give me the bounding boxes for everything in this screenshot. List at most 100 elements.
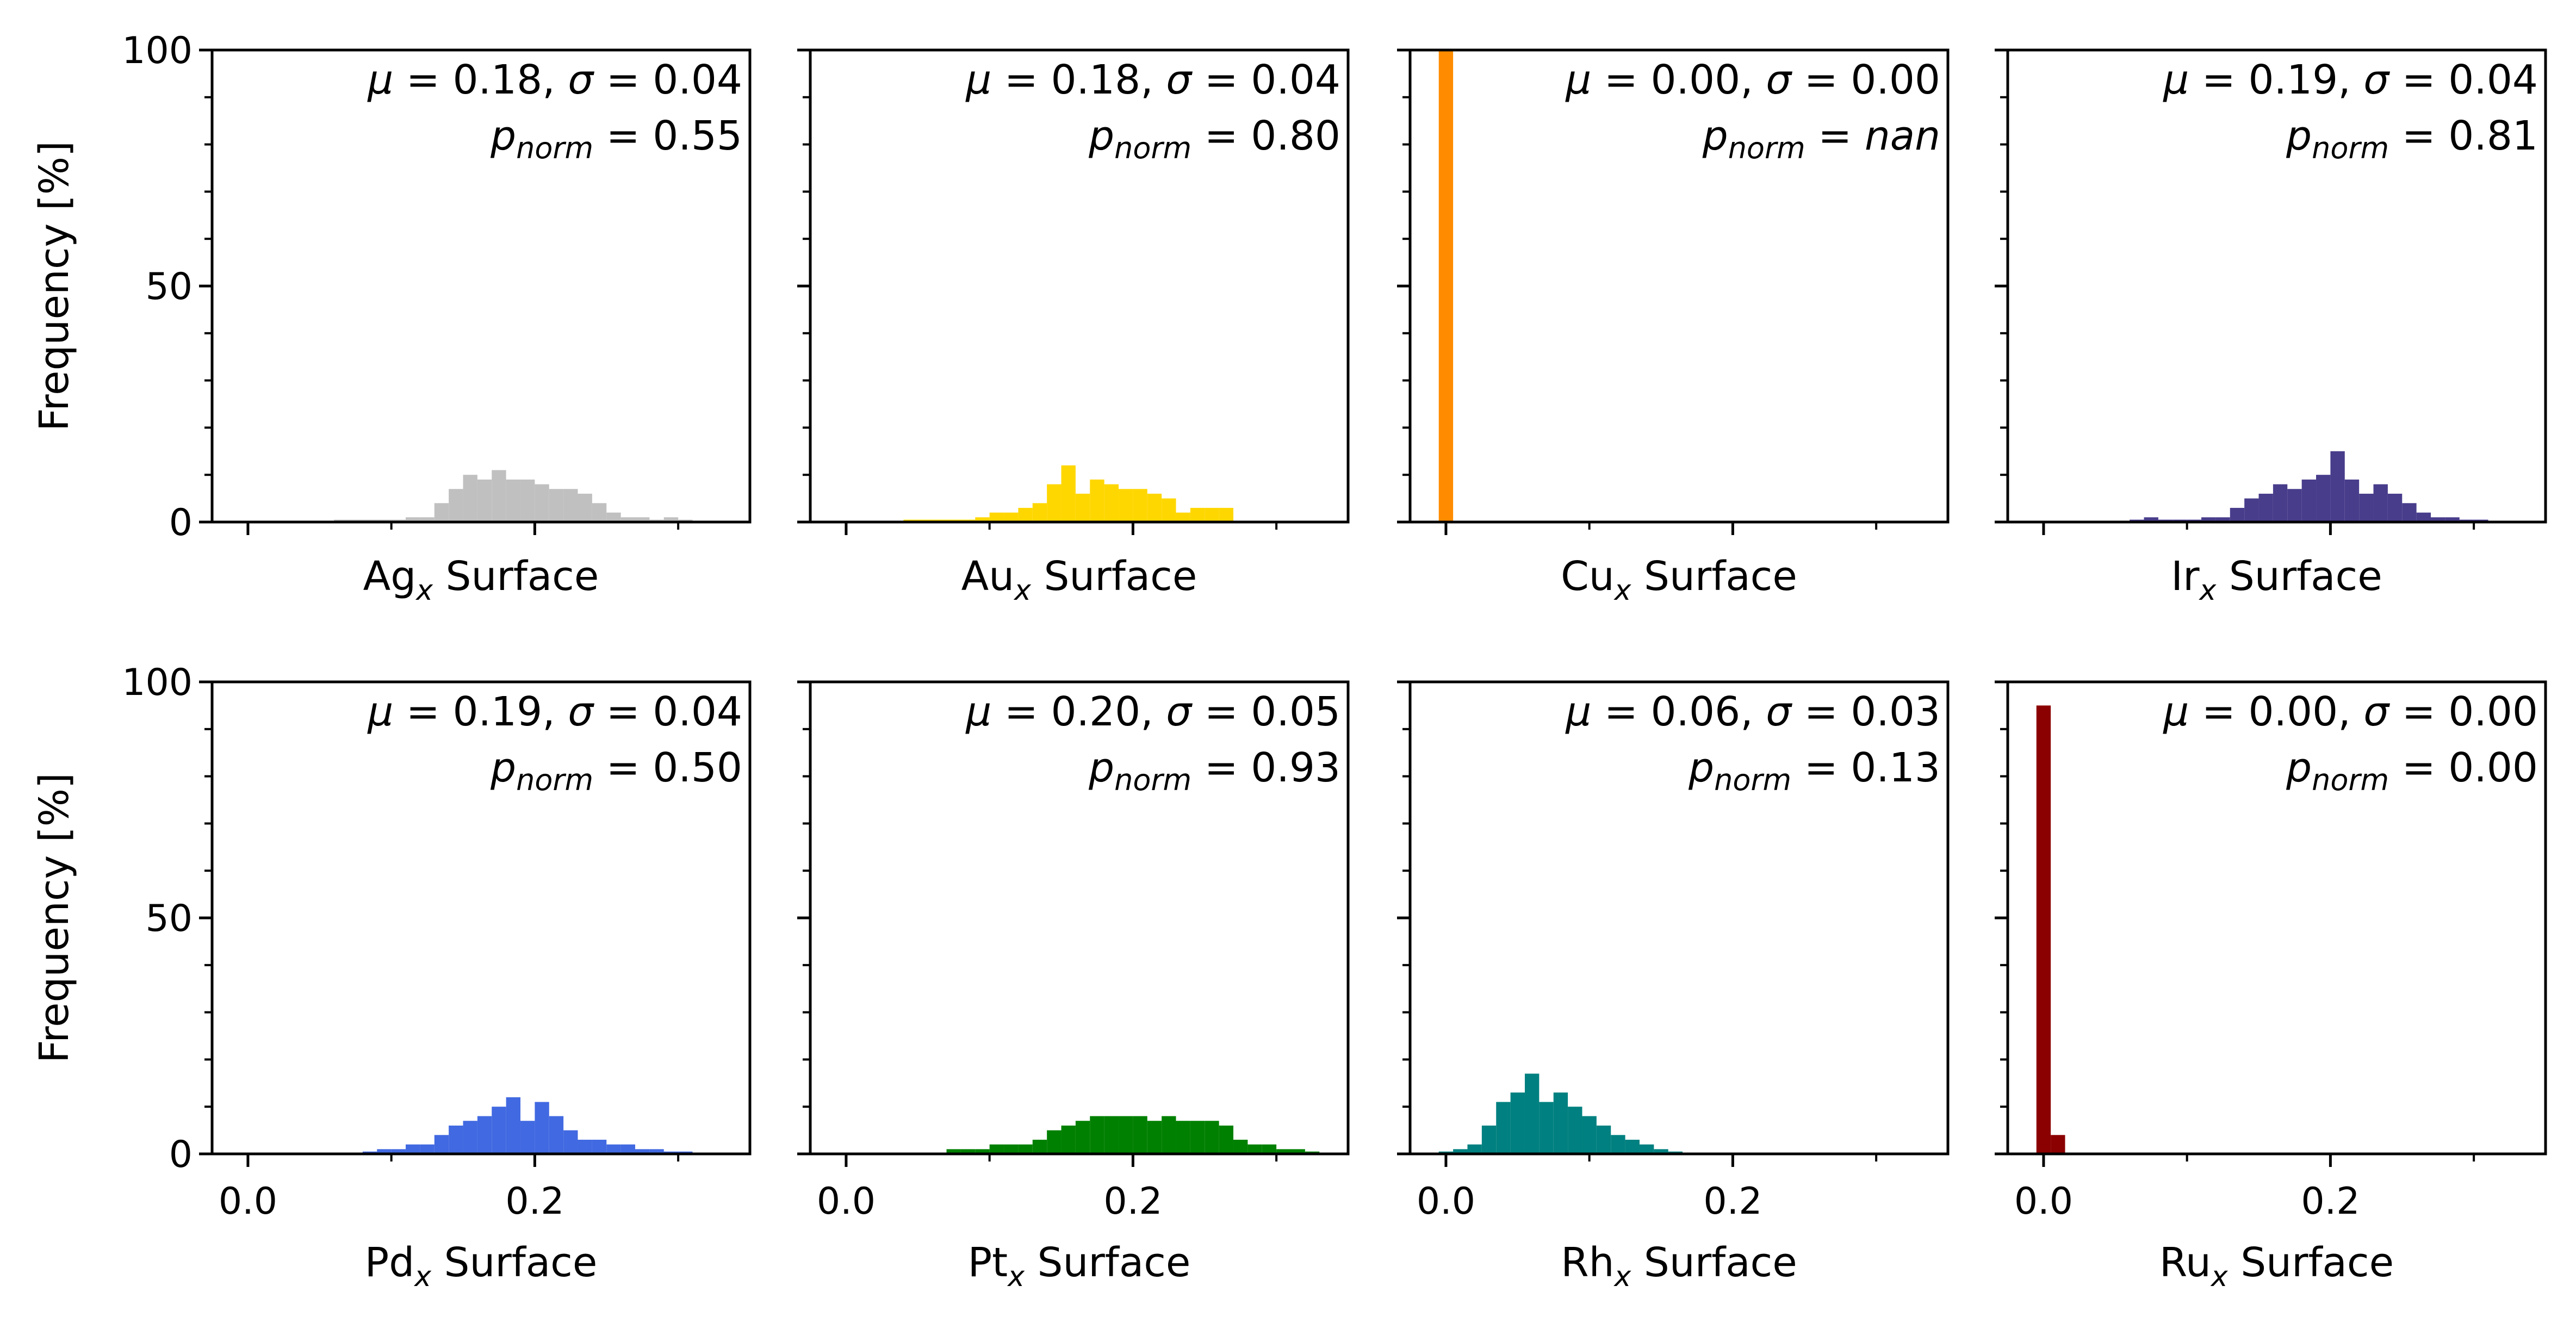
x-axis-suffix: Surface: [1631, 1239, 1797, 1286]
equals-sign: =: [1191, 57, 1251, 103]
sigma-value: 0.05: [1251, 688, 1340, 735]
histogram-bar: [2201, 517, 2216, 522]
histogram-bar: [1190, 1121, 1205, 1154]
p-norm-value: 0.13: [1851, 744, 1940, 791]
x-axis-label: Aux Surface: [961, 553, 1197, 607]
equals-sign: =: [1791, 688, 1851, 735]
p-norm-value: nan: [1865, 113, 1940, 159]
histogram-bar: [2273, 484, 2288, 522]
stats-mu-sigma: μ = 0.00, σ = 0.00: [2163, 688, 2538, 735]
mu-value: 0.00: [1650, 57, 1740, 103]
histogram-bar: [1061, 465, 1076, 522]
equals-sign: =: [991, 688, 1051, 735]
norm-subscript: norm: [1728, 131, 1805, 165]
histogram-bar: [1539, 1102, 1554, 1154]
histogram-bar: [1639, 1144, 1654, 1154]
stats-p-norm: pnorm = 0.80: [1088, 113, 1340, 165]
histogram-bar: [1133, 489, 1147, 522]
histogram-bar: [1467, 1144, 1482, 1154]
histogram-bar: [1004, 1144, 1019, 1154]
comma: ,: [1740, 688, 1766, 735]
equals-sign: =: [593, 744, 653, 791]
p-symbol: p: [1088, 113, 1114, 159]
p-symbol: p: [1702, 113, 1728, 159]
p-norm-value: 0.93: [1251, 744, 1340, 791]
p-symbol: p: [2286, 744, 2312, 791]
sigma-value: 0.04: [2448, 57, 2538, 103]
sigma-symbol: σ: [1166, 688, 1193, 735]
histogram-bar: [463, 1121, 477, 1154]
equals-sign: =: [1191, 688, 1251, 735]
stats-p-norm: pnorm = 0.55: [490, 113, 742, 165]
y-tick-label: 0: [169, 501, 193, 544]
sigma-value: 0.04: [653, 688, 742, 735]
mu-value: 0.19: [2248, 57, 2338, 103]
x-axis-subscript: x: [1013, 574, 1032, 607]
histogram-bar: [975, 517, 990, 522]
histogram-bar: [420, 517, 434, 522]
histogram-bar: [2215, 517, 2230, 522]
histogram-bar: [1247, 1144, 1262, 1154]
norm-subscript: norm: [2312, 131, 2389, 165]
histogram-bar: [1147, 1121, 1162, 1154]
stats-mu-sigma: μ = 0.00, σ = 0.00: [1565, 57, 1940, 103]
comma: ,: [2338, 688, 2363, 735]
p-norm-value: 0.80: [1251, 113, 1340, 159]
stats-mu-sigma: μ = 0.06, σ = 0.03: [1565, 688, 1940, 735]
sigma-value: 0.00: [2448, 688, 2538, 735]
histogram-bar: [2301, 479, 2317, 522]
equals-sign: =: [1591, 57, 1650, 103]
histogram-bar: [2051, 1135, 2065, 1154]
x-axis-subscript: x: [1007, 1260, 1025, 1293]
histogram-bar: [2387, 493, 2403, 522]
equals-sign: =: [593, 688, 653, 735]
histogram-bar: [1104, 1116, 1119, 1154]
x-axis-element: Pt: [968, 1239, 1008, 1286]
norm-subscript: norm: [516, 763, 593, 797]
histogram-bar: [1524, 1073, 1540, 1154]
sigma-value: 0.04: [653, 57, 742, 103]
histogram-bar: [549, 1116, 564, 1154]
x-axis-label: Pdx Surface: [365, 1239, 598, 1293]
histogram-bar: [592, 503, 607, 522]
histogram-bar: [377, 1149, 392, 1154]
x-tick-label: 0.0: [2014, 1180, 2073, 1223]
histogram-bar: [535, 484, 549, 522]
histogram-bar: [2287, 489, 2302, 522]
histogram-bar: [960, 1149, 976, 1154]
x-tick-label: 0.0: [817, 1180, 876, 1223]
p-symbol: p: [1088, 744, 1114, 791]
y-tick-label: 50: [145, 265, 193, 308]
histogram-bar: [1190, 507, 1205, 522]
mu-value: 0.20: [1051, 688, 1140, 735]
x-axis-subscript: x: [1613, 574, 1632, 607]
equals-sign: =: [1191, 744, 1251, 791]
sigma-value: 0.00: [1851, 57, 1940, 103]
histogram-bar: [463, 475, 477, 522]
x-tick-label: 0.2: [1703, 1180, 1762, 1223]
histogram-bar: [1453, 1149, 1468, 1154]
histogram-bar: [635, 1149, 650, 1154]
norm-subscript: norm: [1114, 763, 1191, 797]
stats-p-norm: pnorm = nan: [1702, 113, 1940, 165]
histogram-bar: [535, 1102, 549, 1154]
histogram-bar: [2431, 517, 2445, 522]
x-axis-subscript: x: [2199, 574, 2217, 607]
equals-sign: =: [2389, 113, 2448, 159]
histogram-bar: [2373, 484, 2388, 522]
histogram-bar: [1290, 1149, 1305, 1154]
histogram-bar: [1032, 503, 1047, 522]
mu-symbol: μ: [367, 688, 393, 735]
p-symbol: p: [490, 113, 516, 159]
stats-mu-sigma: μ = 0.18, σ = 0.04: [367, 57, 742, 103]
x-axis-suffix: Surface: [2228, 1239, 2394, 1286]
norm-subscript: norm: [516, 131, 593, 165]
stats-p-norm: pnorm = 0.13: [1688, 744, 1940, 797]
histogram-bar: [2316, 475, 2331, 522]
equals-sign: =: [1791, 57, 1851, 103]
stats-p-norm: pnorm = 0.00: [2286, 744, 2538, 797]
y-axis-label: Frequency [%]: [31, 141, 78, 431]
x-axis-suffix: Surface: [1631, 553, 1797, 600]
